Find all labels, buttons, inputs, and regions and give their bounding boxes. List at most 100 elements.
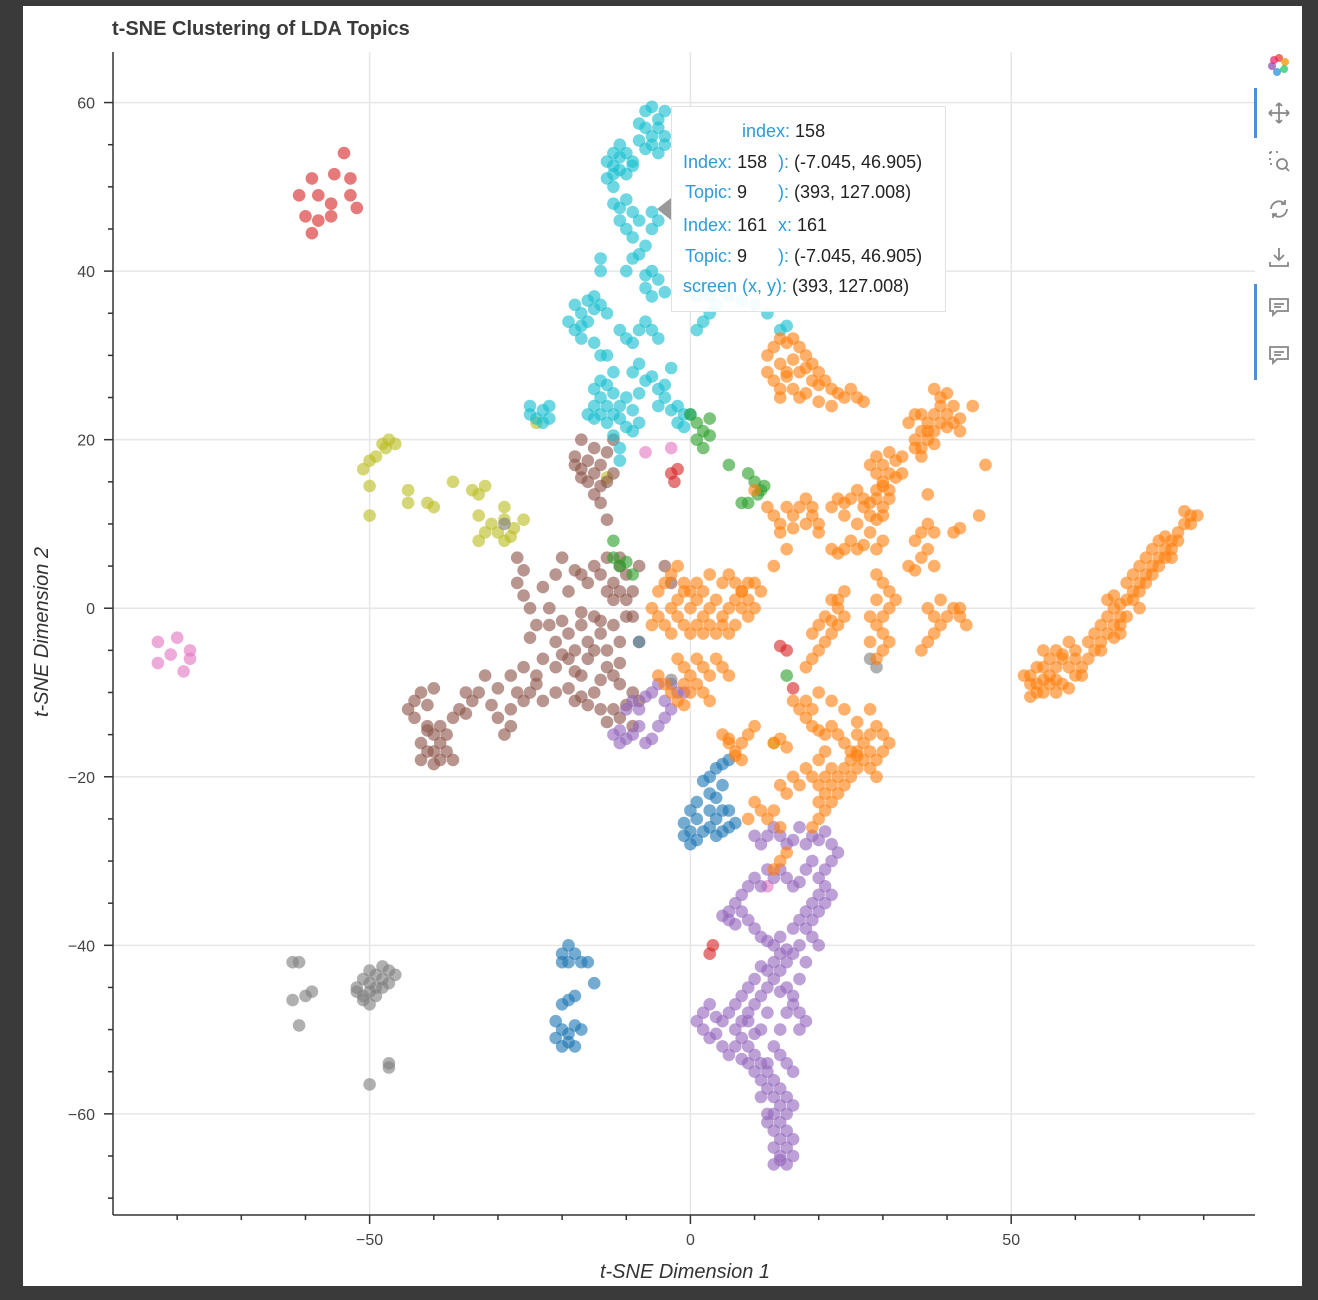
data-point[interactable] xyxy=(812,686,825,699)
data-point[interactable] xyxy=(510,686,524,699)
data-point[interactable] xyxy=(587,976,601,990)
data-point[interactable] xyxy=(421,698,434,712)
data-point[interactable] xyxy=(356,462,370,476)
data-point[interactable] xyxy=(581,955,595,969)
data-point[interactable] xyxy=(709,1010,723,1024)
data-point[interactable] xyxy=(485,698,498,712)
data-point[interactable] xyxy=(748,1027,761,1041)
data-point[interactable] xyxy=(773,821,787,834)
data-point[interactable] xyxy=(183,652,197,666)
data-point[interactable] xyxy=(632,416,646,430)
data-point[interactable] xyxy=(1165,551,1178,564)
data-point[interactable] xyxy=(773,778,787,792)
data-point[interactable] xyxy=(722,669,736,682)
data-point[interactable] xyxy=(658,378,672,392)
data-point[interactable] xyxy=(594,614,607,628)
data-point[interactable] xyxy=(510,576,524,590)
data-point[interactable] xyxy=(812,939,825,952)
data-point[interactable] xyxy=(507,521,521,535)
data-point[interactable] xyxy=(799,694,813,708)
data-point[interactable] xyxy=(652,332,665,345)
data-point[interactable] xyxy=(543,399,556,413)
data-point[interactable] xyxy=(607,387,620,400)
data-point[interactable] xyxy=(709,1027,723,1041)
data-point[interactable] xyxy=(870,542,883,556)
data-point[interactable] xyxy=(780,370,793,383)
data-point[interactable] xyxy=(1107,631,1121,644)
data-point[interactable] xyxy=(1062,635,1076,649)
data-point[interactable] xyxy=(947,399,960,413)
data-point[interactable] xyxy=(620,703,633,716)
data-point[interactable] xyxy=(812,378,825,392)
data-point[interactable] xyxy=(620,264,633,278)
data-point[interactable] xyxy=(472,509,486,522)
data-point[interactable] xyxy=(658,138,672,151)
data-point[interactable] xyxy=(863,703,877,716)
data-point[interactable] xyxy=(786,998,800,1011)
data-point[interactable] xyxy=(761,365,774,379)
data-point[interactable] xyxy=(793,821,806,834)
data-point[interactable] xyxy=(363,1078,376,1091)
data-point[interactable] xyxy=(850,745,864,758)
data-point[interactable] xyxy=(626,403,639,417)
data-point[interactable] xyxy=(754,1090,768,1104)
data-point[interactable] xyxy=(908,441,922,455)
data-point[interactable] xyxy=(645,370,659,383)
data-point[interactable] xyxy=(639,281,652,295)
data-point[interactable] xyxy=(575,606,588,619)
data-point[interactable] xyxy=(927,526,941,539)
data-point[interactable] xyxy=(709,791,723,805)
data-point[interactable] xyxy=(799,387,813,400)
data-point[interactable] xyxy=(645,618,659,632)
data-point[interactable] xyxy=(581,454,595,468)
data-point[interactable] xyxy=(607,593,620,607)
data-point[interactable] xyxy=(498,500,511,514)
data-point[interactable] xyxy=(491,682,505,695)
data-point[interactable] xyxy=(960,618,973,632)
data-point[interactable] xyxy=(1191,509,1204,522)
data-point[interactable] xyxy=(151,635,165,649)
data-point[interactable] xyxy=(953,424,967,438)
data-point[interactable] xyxy=(825,542,838,556)
data-point[interactable] xyxy=(883,492,896,506)
data-point[interactable] xyxy=(504,669,518,682)
data-point[interactable] xyxy=(164,648,177,661)
data-point[interactable] xyxy=(799,955,813,969)
data-point[interactable] xyxy=(177,665,190,678)
data-point[interactable] xyxy=(555,648,569,661)
data-point[interactable] xyxy=(786,1149,800,1163)
data-point[interactable] xyxy=(581,576,595,590)
data-point[interactable] xyxy=(979,458,992,472)
data-point[interactable] xyxy=(799,762,813,775)
data-point[interactable] xyxy=(312,189,325,202)
data-point[interactable] xyxy=(543,618,556,632)
data-point[interactable] xyxy=(632,719,646,733)
data-point[interactable] xyxy=(421,724,434,737)
data-point[interactable] xyxy=(549,686,562,699)
data-point[interactable] xyxy=(780,741,793,754)
data-point[interactable] xyxy=(703,568,716,581)
data-point[interactable] xyxy=(305,172,319,185)
data-point[interactable] xyxy=(741,496,755,510)
data-point[interactable] xyxy=(478,479,492,493)
hover-icon[interactable] xyxy=(1264,292,1294,322)
data-point[interactable] xyxy=(748,719,761,733)
data-point[interactable] xyxy=(446,711,460,725)
data-point[interactable] xyxy=(799,660,813,674)
data-point[interactable] xyxy=(703,947,716,960)
data-point[interactable] xyxy=(652,585,665,598)
data-point[interactable] xyxy=(523,631,537,644)
data-point[interactable] xyxy=(1171,534,1185,548)
box-zoom-icon[interactable] xyxy=(1264,146,1294,176)
data-point[interactable] xyxy=(754,960,768,973)
data-point[interactable] xyxy=(658,285,672,299)
data-point[interactable] xyxy=(709,829,723,843)
data-point[interactable] xyxy=(581,698,595,712)
data-point[interactable] xyxy=(1178,505,1191,518)
data-point[interactable] xyxy=(786,833,800,847)
data-point[interactable] xyxy=(703,804,716,817)
data-point[interactable] xyxy=(1056,648,1069,661)
data-point[interactable] xyxy=(1017,669,1031,682)
data-point[interactable] xyxy=(151,656,165,670)
